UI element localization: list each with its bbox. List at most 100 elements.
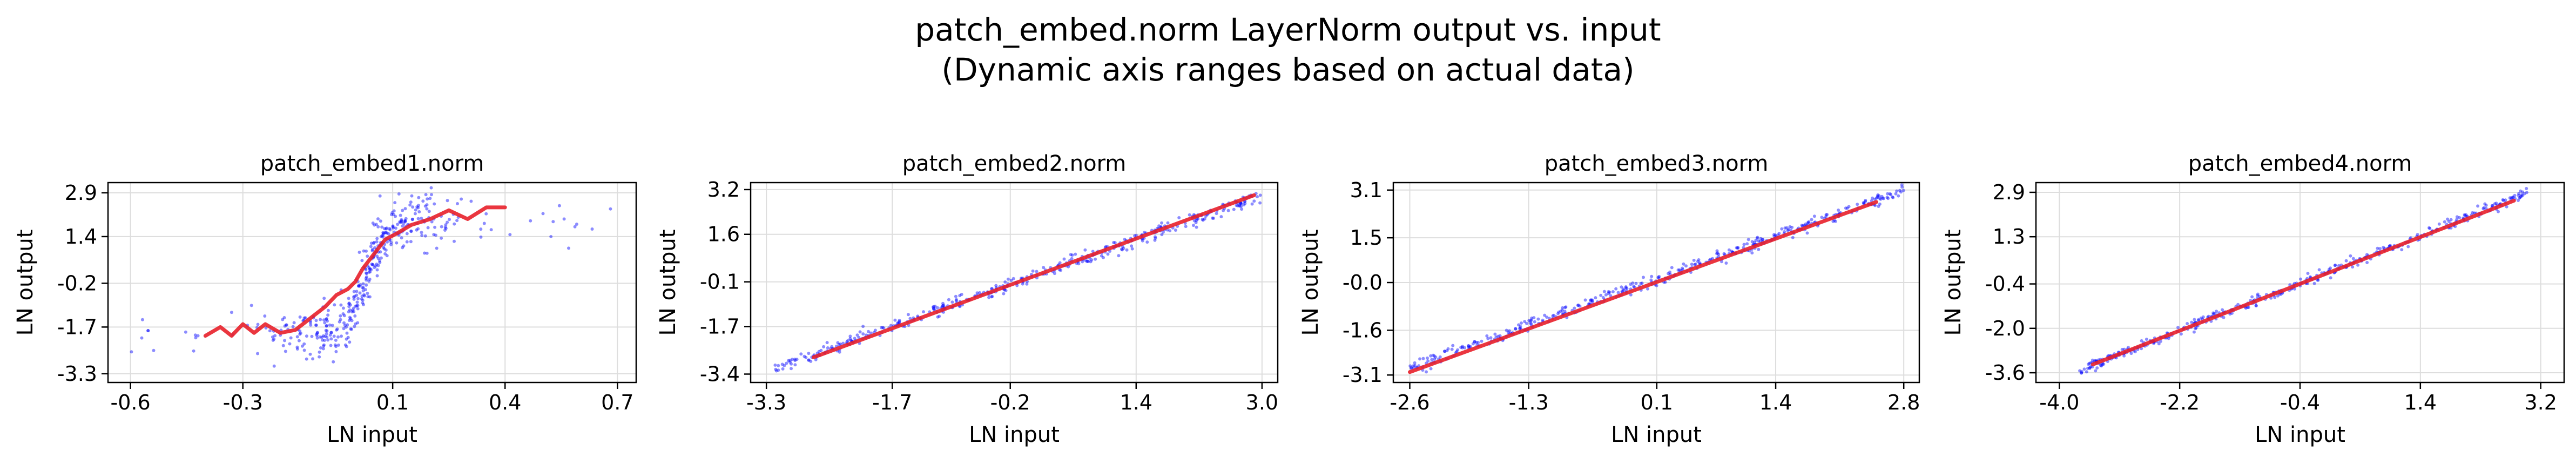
- scatter-point: [799, 352, 803, 356]
- scatter-point: [1042, 266, 1046, 270]
- scatter-point: [2491, 204, 2494, 207]
- scatter-point: [1864, 199, 1867, 202]
- scatter-point: [2521, 190, 2525, 194]
- scatter-point: [341, 312, 345, 315]
- scatter-point: [272, 337, 276, 341]
- scatter-point: [435, 246, 439, 250]
- y-tick-label: 3.1: [1350, 178, 1383, 202]
- scatter-point: [413, 212, 417, 216]
- scatter-point: [193, 333, 197, 337]
- scatter-point: [1160, 221, 1164, 225]
- scatter-point: [380, 225, 384, 229]
- scatter-point: [322, 297, 326, 300]
- scatter-point: [1589, 299, 1593, 303]
- scatter-point: [315, 331, 319, 335]
- scatter-point: [291, 325, 295, 328]
- scatter-point: [1715, 249, 1719, 253]
- scatter-point: [1239, 202, 1243, 205]
- scatter-point: [361, 286, 365, 290]
- scatter-point: [352, 310, 355, 313]
- scatter-point: [310, 334, 314, 338]
- scatter-point: [1552, 313, 1556, 317]
- scatter-point: [1698, 261, 1702, 265]
- scatter-point: [2145, 338, 2148, 341]
- scatter-point: [1825, 213, 1829, 217]
- scatter-point: [305, 357, 308, 361]
- scatter-point: [978, 291, 981, 294]
- scatter-point: [1655, 284, 1658, 287]
- scatter-point: [2086, 366, 2089, 370]
- scatter-point: [322, 344, 326, 348]
- scatter-point: [443, 225, 447, 229]
- scatter-point: [2511, 196, 2515, 199]
- scatter-point: [2437, 222, 2441, 226]
- scatter-point: [456, 202, 459, 205]
- scatter-point: [1806, 221, 1810, 225]
- scatter-point: [343, 343, 347, 347]
- scatter-point: [374, 264, 377, 268]
- scatter-point: [420, 231, 423, 234]
- scatter-point: [348, 340, 352, 344]
- scatter-point: [298, 329, 302, 333]
- scatter-point: [364, 277, 368, 280]
- scatter-point: [1625, 287, 1629, 291]
- scatter-point: [1443, 350, 1447, 353]
- scatter-point: [1204, 214, 1208, 218]
- scatter-point: [2334, 263, 2337, 267]
- y-axis-label: LN output: [656, 230, 680, 336]
- scatter-point: [846, 339, 849, 343]
- scatter-point: [1203, 217, 1206, 221]
- scatter-point: [1145, 240, 1149, 244]
- scatter-point: [2140, 339, 2143, 343]
- scatter-point: [444, 226, 448, 230]
- scatter-point: [1878, 197, 1882, 200]
- scatter-point: [416, 206, 420, 210]
- scatter-point: [1087, 260, 1090, 263]
- scatter-point: [1166, 221, 1170, 225]
- scatter-point: [889, 324, 893, 327]
- scatter-point: [2449, 218, 2453, 221]
- scatter-point: [433, 202, 436, 206]
- scatter-point: [409, 230, 413, 233]
- scatter-point: [2497, 210, 2500, 213]
- scatter-point: [1837, 209, 1840, 212]
- scatter-point: [2167, 337, 2170, 340]
- x-tick-label: 0.7: [601, 391, 633, 414]
- scatter-point: [1426, 356, 1429, 360]
- scatter-point: [401, 209, 404, 212]
- scatter-point: [1507, 329, 1511, 333]
- x-tick-label: -0.3: [223, 391, 263, 414]
- scatter-point: [365, 275, 368, 279]
- scatter-point: [314, 319, 318, 323]
- scatter-point: [391, 224, 395, 228]
- scatter-point: [446, 199, 449, 203]
- scatter-point: [379, 235, 383, 238]
- scatter-point: [1759, 237, 1763, 240]
- scatter-point: [366, 292, 369, 296]
- scatter-point: [315, 334, 319, 337]
- scatter-point: [1106, 252, 1110, 256]
- scatter-point: [308, 321, 312, 325]
- scatter-point: [1847, 205, 1851, 209]
- scatter-point: [385, 226, 389, 230]
- scatter-point: [292, 321, 296, 325]
- scatter-point: [1506, 331, 1510, 334]
- scatter-point: [2519, 189, 2523, 193]
- scatter-point: [932, 305, 935, 308]
- scatter-point: [2333, 264, 2337, 267]
- scatter-point: [867, 330, 870, 333]
- scatter-point: [382, 231, 386, 235]
- figure-title-line-2: (Dynamic axis ranges based on actual dat…: [941, 51, 1635, 88]
- scatter-point: [1211, 216, 1215, 220]
- scatter-point: [1745, 242, 1749, 246]
- scatter-point: [1536, 317, 1540, 321]
- scatter-point: [2312, 281, 2316, 285]
- figure-title: patch_embed.norm LayerNorm output vs. in…: [0, 10, 2576, 90]
- scatter-point: [2211, 311, 2215, 315]
- scatter-point: [383, 227, 386, 231]
- scatter-point: [1002, 292, 1006, 296]
- scatter-point: [807, 352, 811, 355]
- scatter-point: [825, 341, 829, 345]
- scatter-point: [1621, 287, 1625, 291]
- scatter-point: [378, 259, 382, 263]
